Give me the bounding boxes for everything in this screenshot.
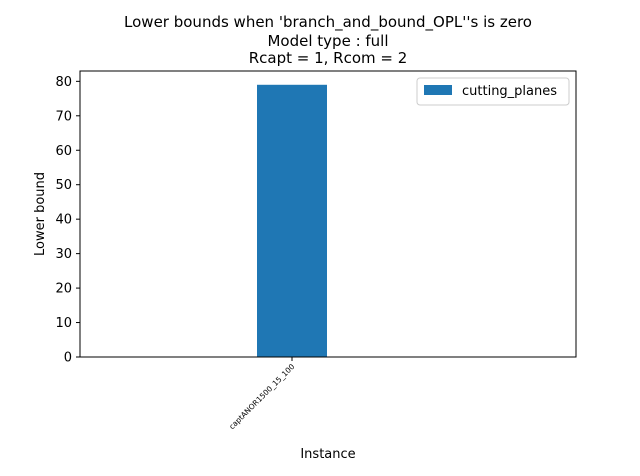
chart-title: Lower bounds when 'branch_and_bound_OPL'…	[124, 13, 532, 67]
y-tick-label: 60	[55, 144, 72, 159]
x-tick-label: captANOR1500_15_100	[227, 362, 296, 431]
y-tick-label: 10	[55, 316, 72, 331]
bar-captANOR1500_15_100	[257, 84, 327, 357]
plot-frame	[79, 70, 577, 358]
x-axis: captANOR1500_15_100	[227, 357, 297, 431]
legend: cutting_planes	[416, 77, 570, 106]
x-axis-label: Instance	[300, 447, 355, 462]
chart-title-line-2: Model type : full	[267, 32, 388, 50]
legend-label: cutting_planes	[462, 84, 557, 99]
legend-swatch	[424, 85, 452, 95]
y-tick-label: 30	[55, 247, 72, 262]
y-tick-label: 50	[55, 178, 72, 193]
y-tick-label: 40	[55, 213, 72, 228]
y-tick-label: 0	[64, 351, 72, 366]
chart-title-line-1: Lower bounds when 'branch_and_bound_OPL'…	[124, 13, 532, 32]
bars-group	[257, 84, 327, 357]
legend-box	[416, 77, 570, 106]
y-tick-label: 20	[55, 282, 72, 297]
y-axis: 0 10 20 30 40 50 60 70 80	[55, 75, 80, 366]
y-tick-label: 80	[55, 75, 72, 90]
y-tick-label: 70	[55, 109, 72, 124]
chart-title-line-3: Rcapt = 1, Rcom = 2	[249, 49, 408, 67]
y-axis-label: Lower bound	[33, 172, 48, 256]
